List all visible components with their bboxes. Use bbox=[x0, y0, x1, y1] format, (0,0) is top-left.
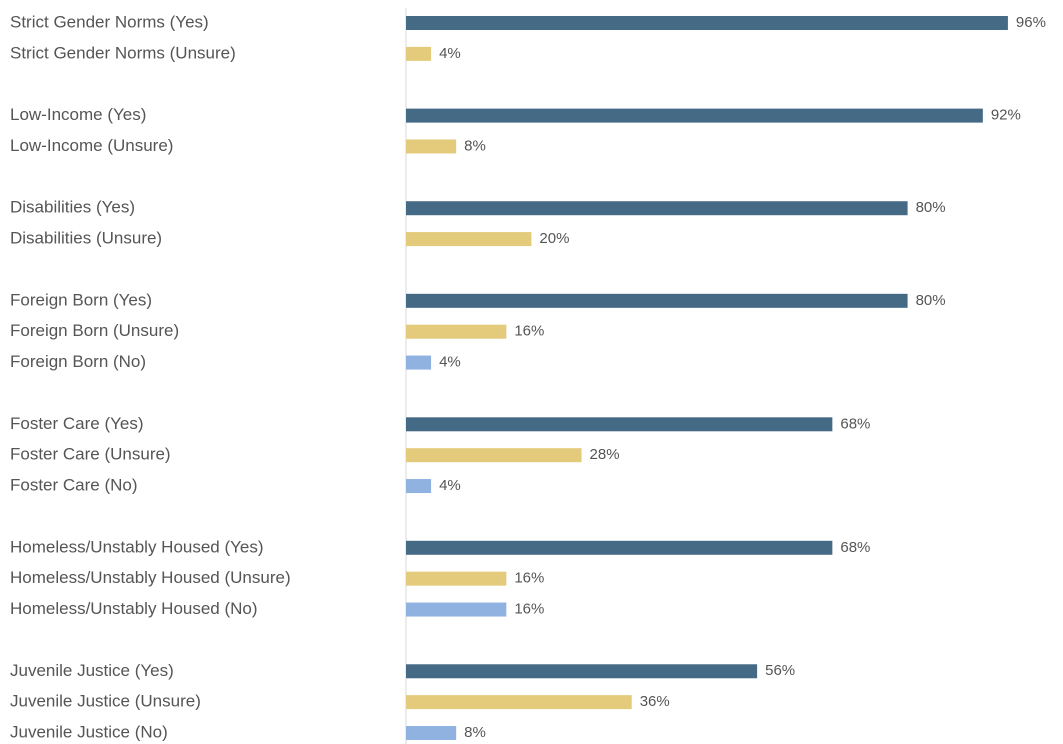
value-label: 8% bbox=[464, 724, 486, 741]
category-label: Juvenile Justice (Yes) bbox=[10, 661, 174, 680]
category-label: Disabilities (Yes) bbox=[10, 198, 135, 217]
bar bbox=[406, 46, 432, 61]
bar bbox=[406, 293, 908, 308]
category-label: Low-Income (Yes) bbox=[10, 105, 146, 124]
category-label: Foreign Born (No) bbox=[10, 352, 146, 371]
value-label: 4% bbox=[439, 354, 461, 371]
value-label: 16% bbox=[514, 570, 544, 587]
category-label: Foster Care (Yes) bbox=[10, 414, 144, 433]
value-label: 56% bbox=[765, 662, 795, 679]
category-label: Foster Care (Unsure) bbox=[10, 445, 171, 464]
category-label: Strict Gender Norms (Yes) bbox=[10, 12, 209, 31]
category-label: Foreign Born (Yes) bbox=[10, 290, 152, 309]
value-label: 92% bbox=[991, 107, 1021, 124]
value-label: 28% bbox=[590, 446, 620, 463]
category-label: Disabilities (Unsure) bbox=[10, 229, 162, 248]
category-label: Foreign Born (Unsure) bbox=[10, 321, 179, 340]
value-label: 68% bbox=[840, 539, 870, 556]
bar bbox=[406, 139, 457, 154]
category-label: Homeless/Unstably Housed (Unsure) bbox=[10, 568, 291, 587]
category-label: Low-Income (Unsure) bbox=[10, 136, 173, 155]
bar bbox=[406, 664, 758, 679]
value-label: 96% bbox=[1016, 14, 1046, 31]
bar bbox=[406, 108, 983, 123]
bar bbox=[406, 355, 432, 370]
category-label: Foster Care (No) bbox=[10, 476, 138, 495]
bar bbox=[406, 726, 457, 741]
value-label: 4% bbox=[439, 45, 461, 62]
bar bbox=[406, 540, 833, 555]
bar bbox=[406, 417, 833, 432]
bar bbox=[406, 479, 432, 494]
bar bbox=[406, 695, 632, 710]
bar bbox=[406, 448, 582, 463]
value-label: 80% bbox=[916, 292, 946, 309]
bar bbox=[406, 201, 908, 216]
value-label: 8% bbox=[464, 137, 486, 154]
value-label: 4% bbox=[439, 477, 461, 494]
category-label: Homeless/Unstably Housed (No) bbox=[10, 599, 258, 618]
category-label: Strict Gender Norms (Unsure) bbox=[10, 43, 236, 62]
value-label: 20% bbox=[539, 230, 569, 247]
bar bbox=[406, 324, 507, 339]
value-label: 68% bbox=[840, 415, 870, 432]
category-label: Juvenile Justice (No) bbox=[10, 722, 168, 741]
value-label: 16% bbox=[514, 323, 544, 340]
bar bbox=[406, 232, 532, 247]
bar bbox=[406, 571, 507, 586]
value-label: 80% bbox=[916, 199, 946, 216]
value-label: 36% bbox=[640, 693, 670, 710]
value-label: 16% bbox=[514, 600, 544, 617]
category-label: Homeless/Unstably Housed (Yes) bbox=[10, 537, 264, 556]
bar bbox=[406, 602, 507, 617]
bar bbox=[406, 16, 1008, 30]
category-label: Juvenile Justice (Unsure) bbox=[10, 692, 201, 711]
